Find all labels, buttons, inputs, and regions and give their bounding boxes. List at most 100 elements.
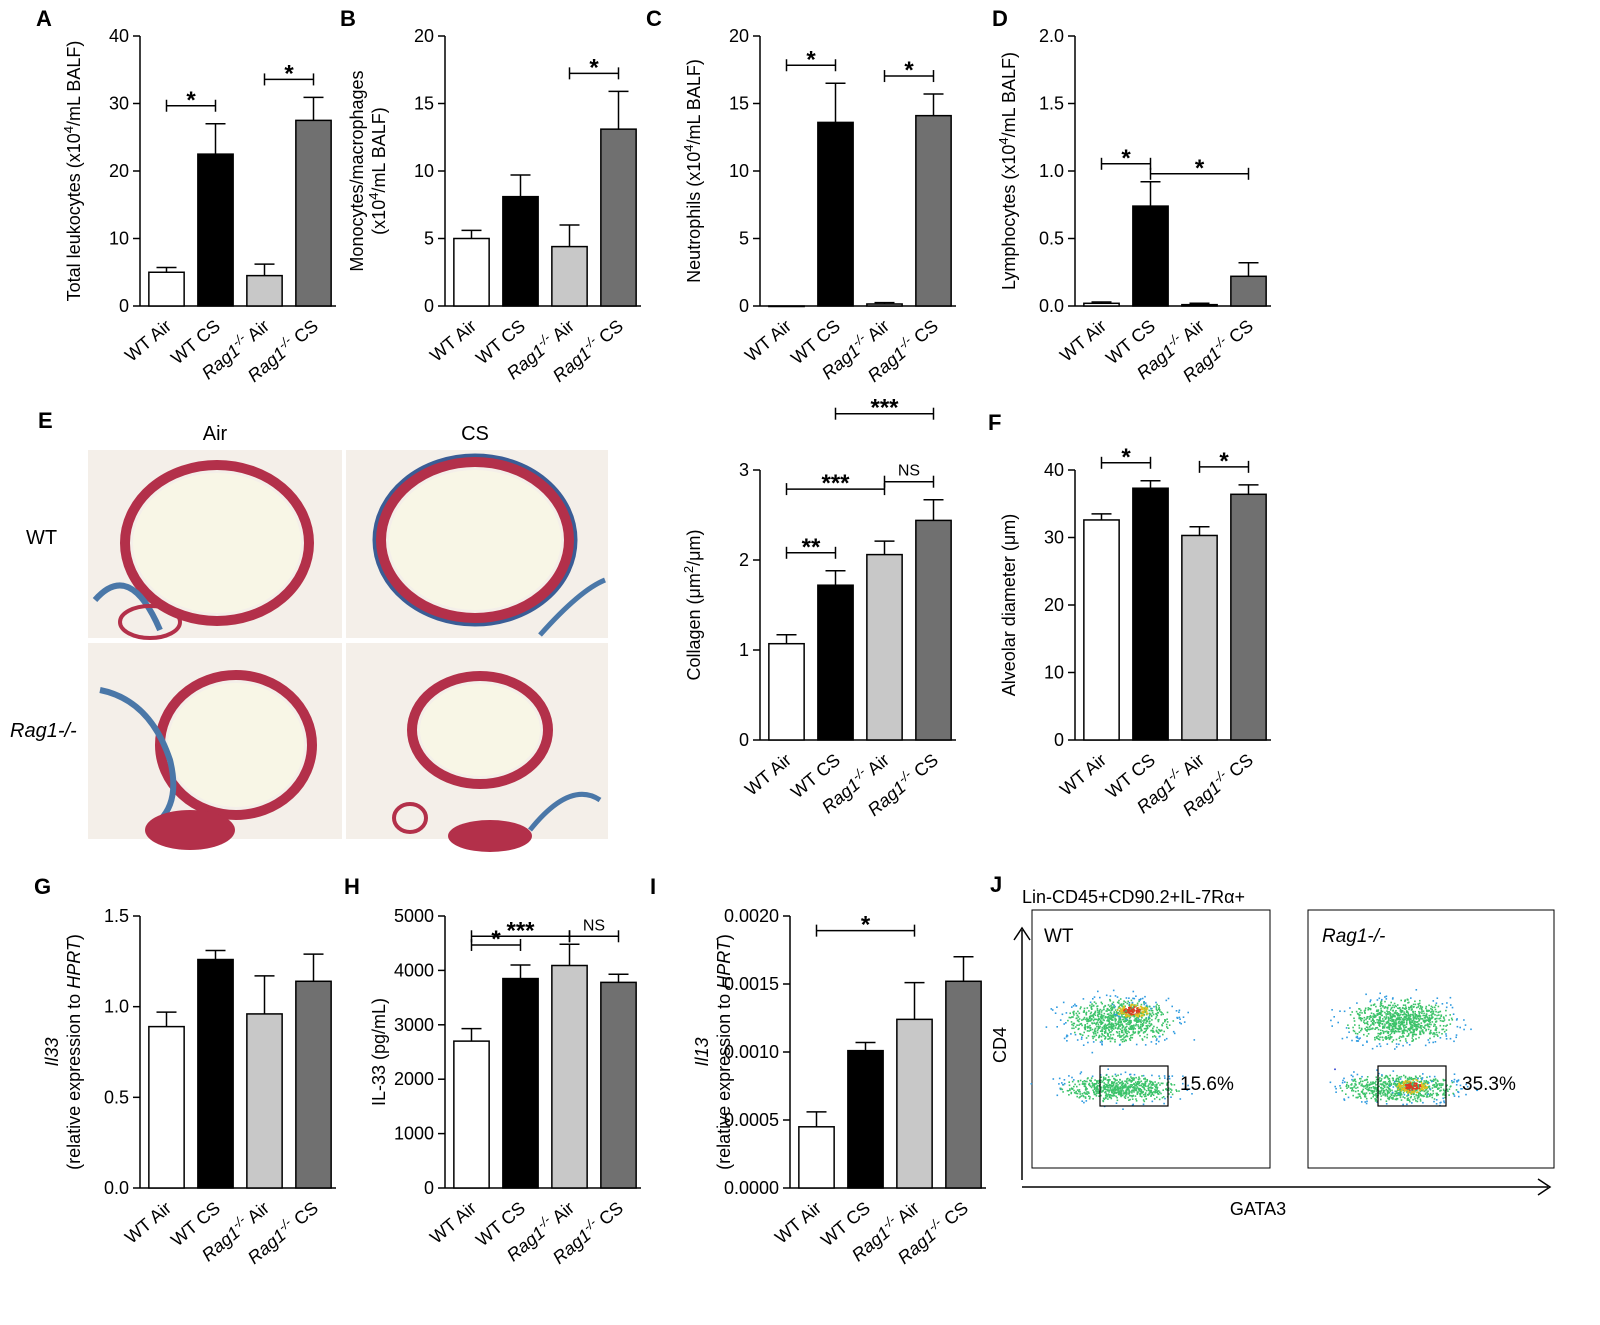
tick-label-y: 0 (424, 296, 434, 316)
panel-letter: I (650, 874, 656, 899)
bar (817, 121, 854, 307)
significance-label: ** (802, 534, 821, 561)
bar (1132, 487, 1169, 741)
significance-label: * (1121, 444, 1131, 471)
flow-title: Lin-CD45+CD90.2+IL-7Rα+ (1022, 887, 1245, 907)
tick-label-y: 20 (414, 26, 434, 46)
micro-row-label-rag1: Rag1-/- (10, 720, 77, 742)
bar (502, 195, 539, 307)
tick-label-y: 3000 (394, 1015, 434, 1035)
y-axis-label: Collagen (μm2/μm) (681, 529, 704, 680)
bar (148, 1025, 185, 1189)
significance-bracket: * (568, 54, 620, 81)
bar (502, 977, 539, 1189)
micrograph-wt-cs (346, 450, 608, 638)
bar (600, 128, 637, 307)
bar (847, 1049, 884, 1189)
tick-label-y: 40 (109, 26, 129, 46)
bar (866, 553, 903, 741)
tick-label-y: 0.0 (1039, 296, 1064, 316)
tick-label-y: 0 (1054, 730, 1064, 750)
y-axis-label: (relative expression to HPRT) (64, 934, 84, 1170)
flow-gate-wt (1099, 1065, 1169, 1107)
tick-label-y: 0.0015 (724, 974, 779, 994)
tick-label-x: Rag1-/- CS (862, 747, 942, 819)
tick-label-y: 10 (729, 161, 749, 181)
tick-label-y: 0.0020 (724, 906, 779, 926)
tick-label-y: 0.0010 (724, 1042, 779, 1062)
tick-label-y: 1.5 (104, 906, 129, 926)
tick-label-y: 0 (739, 730, 749, 750)
tick-label-y: 15 (414, 94, 434, 114)
y-axis-label: (relative expression to HPRT) (714, 934, 734, 1170)
bar (148, 271, 185, 307)
micro-col-label-cs: CS (461, 423, 489, 445)
bar (551, 245, 588, 307)
tick-label-y: 10 (414, 161, 434, 181)
y-axis-label: Il13 (692, 1037, 712, 1066)
bar (945, 980, 982, 1189)
y-axis-label: (x104/mL BALF) (366, 107, 389, 235)
tick-label-x: WT Air (426, 1198, 480, 1248)
tick-label-y: 5 (424, 229, 434, 249)
tick-label-x: WT Air (121, 1198, 175, 1248)
bar (1181, 534, 1218, 741)
significance-label: * (861, 912, 871, 939)
bar (453, 237, 490, 307)
bar (768, 642, 805, 741)
significance-bracket: * (1100, 145, 1152, 172)
flow-ylabel: CD4 (990, 1027, 1010, 1063)
bar (197, 958, 234, 1189)
significance-label: * (589, 54, 599, 81)
tick-label-x: WT Air (741, 750, 795, 800)
bar (551, 964, 588, 1189)
tick-label-y: 3 (739, 460, 749, 480)
significance-label: * (1195, 155, 1205, 182)
significance-bracket: * (263, 60, 315, 87)
panel-letter: F (988, 410, 1001, 435)
significance-label: * (284, 60, 294, 87)
bar (1083, 519, 1120, 741)
bar (246, 274, 283, 307)
significance-label: *** (821, 470, 850, 497)
micrograph-rag1-air (88, 643, 342, 850)
tick-label-y: 1000 (394, 1124, 434, 1144)
tick-label-y: 4000 (394, 960, 434, 980)
tick-label-y: 15 (729, 94, 749, 114)
significance-label: * (904, 57, 914, 84)
bar (295, 119, 332, 307)
tick-label-y: 2 (739, 550, 749, 570)
significance-label: NS (583, 917, 605, 934)
bar (817, 584, 854, 741)
significance-bracket: * (785, 46, 837, 73)
y-axis-label: Monocytes/macrophages (347, 70, 367, 271)
tick-label-y: 0.5 (104, 1087, 129, 1107)
y-axis-label: Total leukocytes (x104/mL BALF) (61, 41, 84, 302)
significance-bracket: *** (470, 917, 571, 944)
tick-label-y: 2000 (394, 1069, 434, 1089)
tick-label-y: 0.0 (104, 1178, 129, 1198)
tick-label-x: WT Air (1056, 316, 1110, 366)
micrograph-panel: E Air CS WT Rag1-/- (10, 408, 608, 852)
bar (866, 303, 903, 307)
tick-label-y: 0 (119, 296, 129, 316)
significance-bracket: * (470, 926, 522, 953)
tick-label-y: 10 (109, 229, 129, 249)
tick-label-y: 10 (1044, 663, 1064, 683)
significance-label: *** (506, 917, 535, 944)
tick-label-y: 2.0 (1039, 26, 1064, 46)
panel-letter: A (36, 6, 52, 31)
bar (1230, 493, 1267, 741)
y-axis-label: Alveolar diameter (μm) (999, 514, 1019, 696)
tick-label-y: 40 (1044, 460, 1064, 480)
tick-label-x: WT Air (1056, 750, 1110, 800)
bar (295, 980, 332, 1189)
